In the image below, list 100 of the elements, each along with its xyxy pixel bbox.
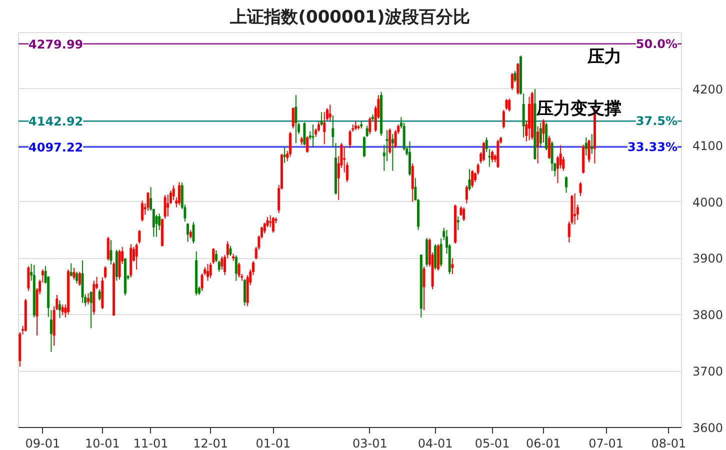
candlestick <box>303 122 306 146</box>
candlestick <box>462 206 466 222</box>
candlestick <box>81 260 84 304</box>
candlestick <box>451 258 454 275</box>
candlestick <box>434 244 437 270</box>
candlestick <box>98 288 101 302</box>
candlestick <box>141 200 144 222</box>
candlestick <box>90 291 92 329</box>
candlestick <box>411 162 414 202</box>
candlestick <box>234 254 238 282</box>
candlestick <box>366 125 368 138</box>
candlestick <box>579 182 582 197</box>
candlestick <box>323 112 326 145</box>
candlestick <box>471 170 474 188</box>
x-tick-label: 10-01 <box>85 436 120 450</box>
y-tick-label: 3900 <box>692 252 724 266</box>
annotation: 压力 <box>586 46 622 67</box>
candlestick <box>368 116 372 135</box>
candlestick <box>574 192 576 225</box>
candlestick <box>482 141 485 162</box>
candlestick <box>61 304 64 316</box>
y-tick-label: 4000 <box>692 195 724 210</box>
candlestick <box>388 128 392 154</box>
candlestick <box>584 136 588 156</box>
ref-line-label: 4279.99 <box>28 37 84 52</box>
ref-line-label: 4097.22 <box>28 140 84 154</box>
candlestick <box>468 168 471 191</box>
candlestick <box>166 194 170 217</box>
candlestick <box>386 130 388 162</box>
candlestick <box>456 216 460 230</box>
candlestick <box>510 72 514 91</box>
candlestick <box>229 245 232 256</box>
candlestick <box>186 223 190 242</box>
x-tick-label: 12-01 <box>193 436 228 450</box>
candlestick <box>491 150 494 163</box>
candlestick <box>27 266 30 292</box>
x-tick-label: 03-01 <box>352 436 388 450</box>
candlestick <box>436 244 440 272</box>
annotation: 压力变支撑 <box>536 99 622 120</box>
candlestick <box>440 238 442 268</box>
y-tick-label: 4200 <box>692 82 724 96</box>
candlestick <box>306 136 309 154</box>
x-tick-label: 07-01 <box>588 436 624 450</box>
y-tick-label: 3700 <box>692 364 724 379</box>
x-tick-label: 05-01 <box>474 436 510 450</box>
candlestick <box>110 240 112 265</box>
candlestick <box>362 136 366 158</box>
candlestick <box>565 176 568 194</box>
candlestick <box>178 182 181 206</box>
candlestick <box>206 263 209 282</box>
x-tick-label: 04-01 <box>418 436 453 450</box>
candlestick <box>550 140 554 172</box>
candlestick <box>146 192 150 212</box>
candlestick <box>58 300 62 319</box>
candlestick <box>320 112 323 126</box>
candlestick <box>294 94 298 144</box>
candlestick <box>505 98 508 110</box>
x-tick-label: 08-01 <box>651 436 686 450</box>
candlestick <box>465 184 468 204</box>
candlestick <box>200 272 204 292</box>
candlestick <box>312 124 314 147</box>
candlestick <box>590 134 594 154</box>
candlestick <box>588 139 590 163</box>
candlestick <box>548 135 550 160</box>
y-tick-label: 4100 <box>692 138 724 153</box>
chart-title: 上证指数(000001)波段百分比 <box>229 8 470 28</box>
candlestick <box>539 122 542 147</box>
candlestick <box>72 267 76 280</box>
candlestick <box>354 120 357 131</box>
annotation: 33.33% <box>628 140 678 154</box>
candlestick <box>164 194 166 220</box>
candlestick <box>135 243 138 270</box>
candlestick <box>209 262 212 278</box>
candlestick <box>70 262 72 277</box>
candlestick <box>283 146 286 164</box>
candlestick <box>76 271 78 284</box>
ref-line-label: 4142.92 <box>28 114 84 129</box>
candlestick <box>104 266 107 280</box>
y-tick-label: 3800 <box>692 308 724 322</box>
candlestick <box>422 266 426 311</box>
candlestick <box>172 184 175 201</box>
candlestick <box>50 310 52 352</box>
candlestick <box>536 126 540 164</box>
candlestick <box>106 236 110 261</box>
candlestick <box>212 248 215 264</box>
annotation: 37.5% <box>636 114 678 128</box>
x-tick-label: 01-01 <box>256 436 291 450</box>
candlestick <box>332 114 334 147</box>
annotation: 50.0% <box>636 36 678 51</box>
y-tick-label: 3600 <box>692 421 724 435</box>
candlestick <box>272 216 274 234</box>
candlestick <box>502 109 505 129</box>
candlestick <box>243 278 246 306</box>
candlestick <box>86 292 90 305</box>
candlestick <box>408 140 411 176</box>
candlestick <box>391 134 394 172</box>
candlestick <box>220 256 224 270</box>
candlestick <box>328 104 332 122</box>
candlestick <box>238 262 240 278</box>
candlestick <box>508 98 511 112</box>
